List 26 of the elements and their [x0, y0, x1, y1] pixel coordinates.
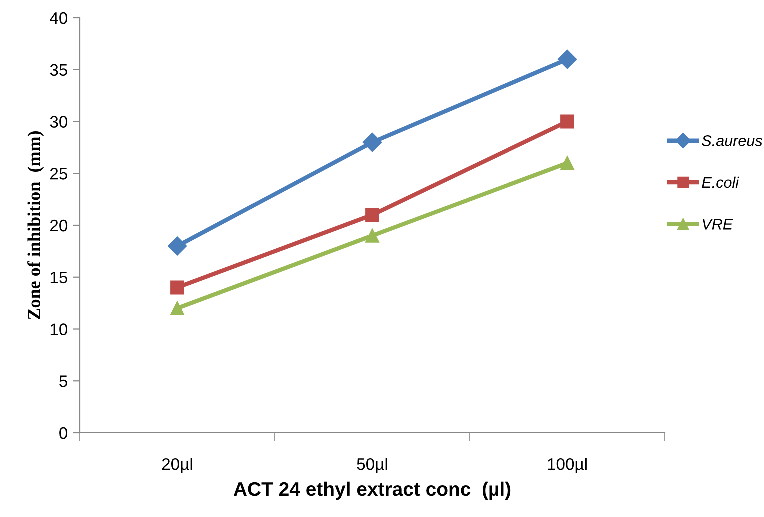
y-tick-label: 15 [50, 272, 68, 284]
point [168, 236, 188, 256]
y-tick-label: 30 [50, 116, 68, 128]
y-tick-label: 25 [50, 168, 68, 180]
x-tick-label: 100µl [548, 458, 587, 474]
x-tick-label: 20µl [162, 458, 192, 474]
point [170, 280, 184, 295]
x-axis-title: ACT 24 ethyl extract conc (µl) [234, 482, 511, 500]
y-tick-label: 0 [60, 427, 68, 440]
point [366, 208, 380, 222]
y-tick-label: 10 [50, 324, 68, 336]
y-tick-label: 35 [50, 64, 68, 76]
point [366, 228, 380, 243]
point [170, 302, 184, 316]
legend-label: S.aureus [702, 136, 762, 146]
y-tick-label: 20 [50, 220, 68, 232]
point [560, 156, 574, 170]
point [558, 50, 578, 70]
y-tick-label: 5 [60, 376, 68, 388]
y-axis-title: Zone of inhibition (mm) [28, 131, 44, 320]
legend-label: E.coli [702, 176, 740, 188]
legend-label: VRE [702, 219, 734, 230]
point [560, 114, 574, 129]
x-tick-label: 50µl [357, 458, 388, 474]
y-tick-label: 40 [50, 12, 68, 24]
point [362, 132, 382, 152]
